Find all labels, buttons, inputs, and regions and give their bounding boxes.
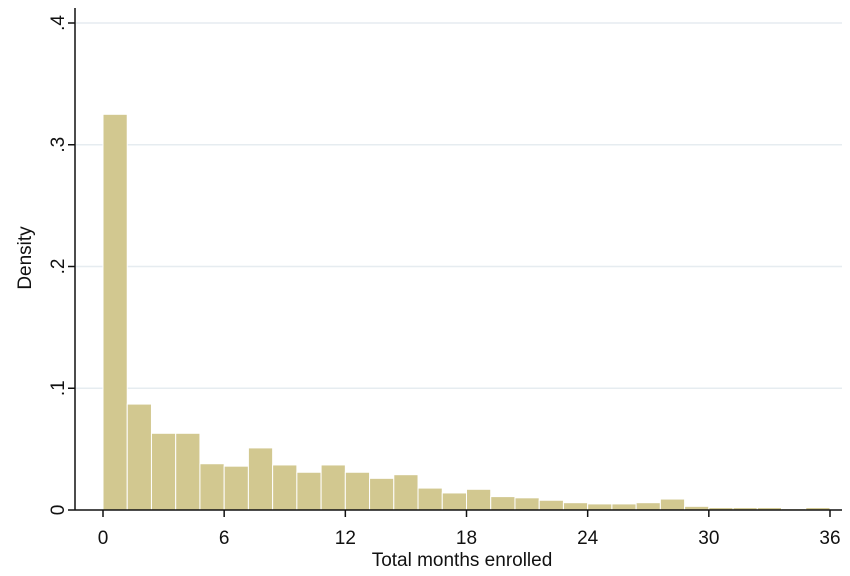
axes [74,8,842,511]
histogram-bar [659,498,686,511]
y-tick-label: .4 [48,15,69,31]
histogram-bar [417,487,443,511]
x-tick-label: 18 [456,528,477,549]
histogram-bar [344,471,371,511]
histogram-bar [247,447,274,511]
y-tick-label: 0 [48,505,69,516]
histogram-bar [587,503,613,511]
histogram-bar [490,496,516,511]
histogram-bar [175,432,201,511]
histogram-bar [562,502,589,511]
histogram-bar [538,499,564,511]
histogram-bar [296,471,322,511]
y-tick-label: .1 [48,380,69,396]
histogram-bar [223,465,249,511]
x-tick-label: 24 [577,528,599,549]
grid-lines [76,22,842,389]
x-tick-label: 36 [819,528,840,549]
histogram-bar [635,502,661,511]
histogram-bar [199,463,225,511]
histogram-bar [150,432,177,511]
x-tick-label: 6 [219,528,230,549]
histogram-bar [102,113,128,511]
histogram-bar [272,464,298,511]
histogram-bar [320,464,346,511]
histogram-bar [369,477,395,511]
histogram-bar [441,492,467,511]
histogram-bar [514,497,540,511]
histogram-bar [611,503,637,511]
x-tick-label: 0 [98,528,109,549]
histogram-bar [126,403,152,511]
y-axis-ticks: 0 .1 .2 .3 .4 [48,15,75,516]
x-tick-label: 30 [698,528,719,549]
histogram-bar [393,474,419,511]
y-tick-label: .3 [48,137,69,153]
y-axis-title: Density [15,226,36,290]
x-axis-ticks: 0 6 12 18 24 30 36 [98,510,841,549]
x-axis-title: Total months enrolled [372,550,553,571]
x-tick-label: 12 [335,528,356,549]
y-tick-label: .2 [48,259,69,275]
histogram-bar [466,488,492,511]
histogram-bars [102,113,831,511]
